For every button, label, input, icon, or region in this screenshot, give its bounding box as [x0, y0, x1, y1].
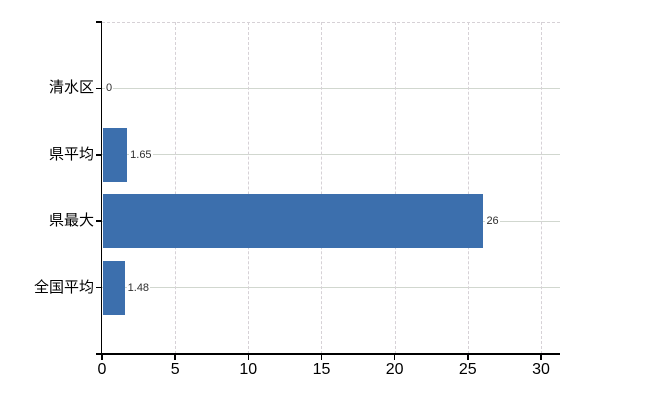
- bar: [103, 127, 128, 182]
- category-label: 清水区: [48, 79, 94, 97]
- x-tick-label: 20: [385, 361, 404, 378]
- x-axis-line: [100, 353, 560, 355]
- x-tick: [247, 354, 250, 360]
- category-label: 県最大: [48, 212, 94, 230]
- x-tick: [101, 354, 103, 360]
- horizontal-gridline: [102, 87, 560, 89]
- x-tick: [467, 354, 469, 360]
- x-tick: [393, 354, 396, 360]
- x-tick-label: 0: [97, 361, 107, 378]
- value-label: 26: [485, 214, 500, 229]
- x-tick-label: 30: [532, 361, 550, 378]
- value-label: 0: [105, 81, 114, 96]
- vertical-gridline: [540, 22, 542, 354]
- vertical-gridline: [175, 22, 177, 354]
- value-label: 1.65: [129, 147, 153, 162]
- x-tick-label: 15: [312, 361, 331, 378]
- x-tick: [174, 354, 176, 360]
- y-axis-line: [100, 22, 102, 360]
- vertical-gridline: [248, 22, 250, 354]
- bar: [103, 194, 484, 249]
- y-tick: [96, 154, 102, 156]
- category-label: 県平均: [48, 145, 94, 163]
- x-tick-label: 25: [458, 361, 477, 378]
- y-tick: [96, 286, 102, 289]
- x-tick-label: 10: [239, 361, 258, 378]
- bar: [103, 260, 125, 315]
- x-tick-label: 5: [170, 361, 180, 378]
- horizontal-gridline: [102, 287, 560, 289]
- x-tick: [320, 354, 323, 360]
- plot-top-border: [102, 22, 560, 23]
- vertical-gridline: [321, 22, 323, 354]
- x-tick: [540, 354, 542, 360]
- y-tick: [96, 87, 102, 90]
- value-label: 1.48: [126, 280, 151, 295]
- y-tick: [96, 21, 102, 23]
- y-tick: [96, 220, 102, 222]
- category-label: 全国平均: [33, 278, 94, 296]
- horizontal-gridline: [102, 154, 560, 156]
- vertical-gridline: [394, 22, 396, 354]
- vertical-gridline: [467, 22, 469, 354]
- y-tick: [96, 353, 102, 355]
